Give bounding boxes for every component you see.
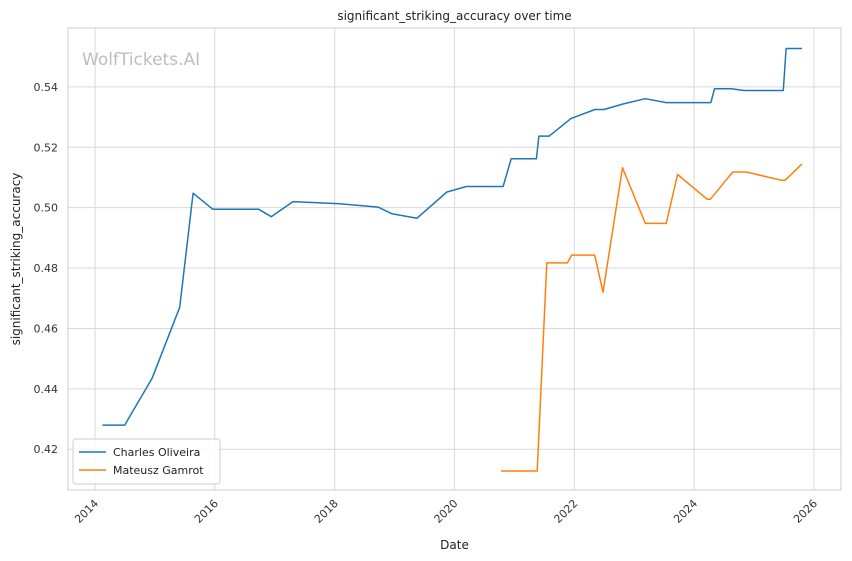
y-tick-label: 0.54 [34, 81, 59, 94]
legend: Charles Oliveira Mateusz Gamrot [72, 438, 221, 485]
y-tick-label: 0.48 [34, 262, 59, 275]
y-tick-label: 0.52 [34, 141, 59, 154]
y-tick-labels: 0.42 0.44 0.46 0.48 0.50 0.52 0.54 [34, 81, 59, 456]
plot-area-frame [67, 27, 842, 491]
series-lines [102, 47, 803, 472]
watermark: WolfTickets.AI [82, 50, 200, 70]
series-line-mateusz-gamrot [501, 163, 803, 472]
y-axis-label: significant_striking_accuracy [9, 173, 23, 346]
y-tick-label: 0.50 [34, 202, 59, 215]
legend-label-mateusz-gamrot: Mateusz Gamrot [113, 464, 204, 477]
x-axis-label: Date [440, 538, 469, 552]
y-tick-label: 0.42 [34, 443, 59, 456]
legend-label-charles-oliveira: Charles Oliveira [113, 446, 200, 459]
legend-box [72, 438, 221, 485]
y-tick-label: 0.44 [34, 383, 59, 396]
chart-title: significant_striking_accuracy over time [337, 9, 571, 23]
y-tick-label: 0.46 [34, 322, 59, 335]
series-line-charles-oliveira [102, 47, 802, 426]
